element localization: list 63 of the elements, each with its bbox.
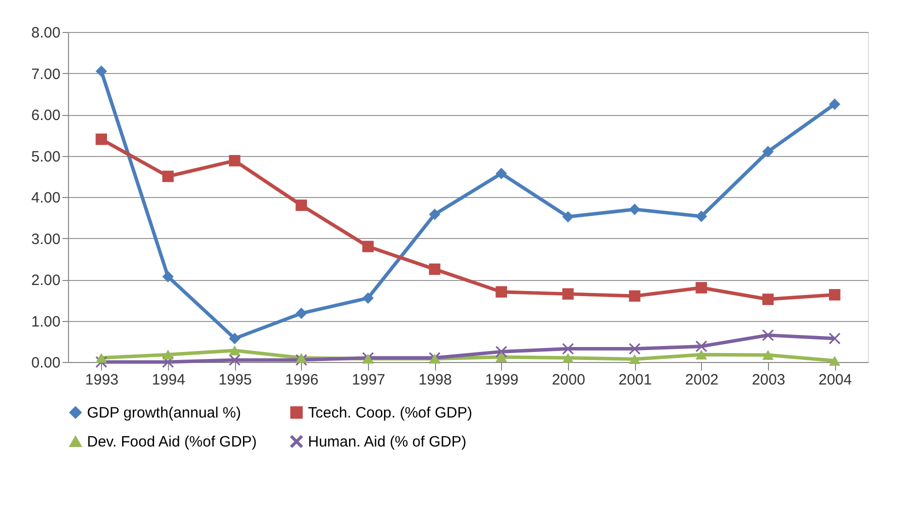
point [828, 98, 840, 110]
point [362, 240, 374, 252]
point [696, 282, 708, 294]
point [762, 294, 774, 305]
x-tick-label: 1998 [418, 372, 452, 388]
point [828, 356, 840, 366]
point [228, 346, 240, 356]
point [228, 332, 240, 344]
x-tick-label: 2003 [752, 372, 786, 388]
x-tick-label: 2004 [818, 372, 852, 388]
point [696, 350, 708, 360]
point [228, 354, 240, 366]
point [162, 270, 174, 282]
legend-label: GDP growth(annual %) [87, 404, 241, 422]
point [428, 263, 440, 275]
point [496, 168, 508, 180]
point [828, 289, 840, 300]
x-tick-label: 2000 [552, 372, 586, 388]
x-tick-label: 2002 [685, 372, 719, 388]
point [428, 208, 440, 220]
y-tick-label: 2.00 [31, 272, 60, 289]
point [562, 352, 574, 363]
y-tick-label: 4.00 [31, 190, 60, 206]
y-tick-label: 0.00 [31, 354, 60, 372]
x-tick-label: 1993 [85, 372, 119, 388]
point [362, 292, 374, 304]
point [762, 350, 774, 360]
point [296, 200, 308, 211]
point [628, 204, 640, 216]
point [162, 350, 174, 360]
point [496, 286, 508, 298]
y-tick-label: 8.00 [31, 24, 60, 42]
point [628, 354, 640, 364]
y-tick-label: 7.00 [31, 66, 60, 83]
point [628, 290, 640, 302]
x-tick-label: 1997 [352, 372, 386, 388]
legend-label: Dev. Food Aid (%of GDP) [87, 434, 257, 450]
point [96, 134, 108, 145]
point [496, 352, 508, 362]
x-tick-label: 2001 [618, 372, 652, 388]
point [562, 288, 574, 300]
y-tick-label: 1.00 [31, 313, 60, 330]
point [628, 343, 640, 354]
point [96, 65, 108, 77]
point [162, 170, 174, 182]
y-tick-label: 6.00 [31, 107, 60, 124]
point [762, 146, 774, 158]
y-tick-label: 5.00 [31, 148, 60, 166]
y-tick-label: 3.00 [31, 230, 60, 248]
point [296, 308, 308, 320]
x-tick-label: 1994 [152, 372, 186, 388]
x-tick-label: 1996 [285, 372, 319, 388]
point [96, 352, 108, 363]
point [696, 340, 708, 352]
point [296, 352, 308, 363]
x-tick-label: 1999 [485, 372, 519, 388]
point [562, 211, 574, 222]
legend-label: Tcech. Coop. (%of GDP) [308, 404, 472, 422]
point [496, 346, 508, 358]
point [696, 210, 708, 222]
x-tick-label: 1995 [218, 372, 252, 388]
legend-label: Human. Aid (% of GDP) [308, 434, 466, 450]
point [228, 155, 240, 166]
